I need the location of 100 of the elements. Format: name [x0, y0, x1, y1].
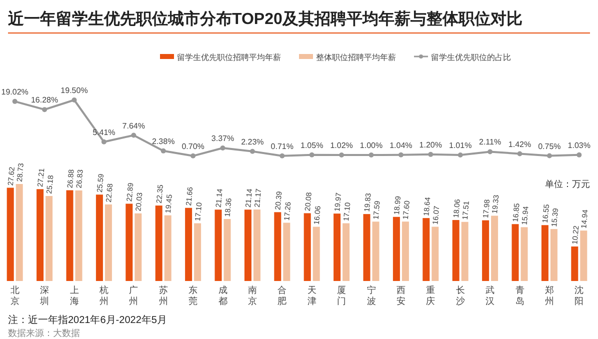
bar — [75, 190, 82, 281]
bar — [66, 190, 74, 281]
point — [458, 152, 463, 158]
x-tick-label: 长沙 — [456, 285, 465, 306]
x-tick-label: 苏州 — [158, 285, 168, 306]
source-note: 数据来源：大数据 — [8, 328, 80, 338]
point — [42, 107, 48, 112]
bar — [244, 210, 252, 281]
data-label: 19.02% — [1, 87, 28, 96]
bar — [312, 226, 320, 281]
bar — [334, 214, 341, 281]
bar — [520, 227, 528, 281]
point — [160, 148, 166, 154]
bar — [342, 223, 350, 281]
x-tick-label: 北京 — [10, 285, 20, 306]
x-tick-label: 西安 — [396, 285, 406, 306]
bar — [432, 226, 439, 281]
point — [250, 148, 255, 154]
bar — [16, 184, 23, 281]
point — [220, 145, 226, 150]
point — [398, 152, 404, 158]
bar — [194, 223, 202, 281]
data-label: 19.50% — [60, 86, 88, 95]
bar — [392, 216, 400, 281]
x-tick-label: 重庆 — [426, 285, 436, 306]
data-label: 0.75% — [538, 142, 561, 151]
data-label: 1.01% — [449, 140, 472, 150]
bar — [96, 194, 103, 281]
x-tick-label: 深圳 — [39, 285, 50, 306]
bar — [571, 246, 578, 281]
bar — [185, 208, 192, 281]
legend-label: 留学生优先职位招聘平均年薪 — [177, 53, 281, 62]
bar — [363, 214, 370, 281]
point — [131, 132, 136, 138]
data-label: 16.28% — [30, 96, 58, 105]
data-label: 5.41% — [92, 128, 116, 137]
data-label: 1.03% — [568, 140, 590, 150]
bar — [372, 222, 380, 281]
bar — [304, 213, 311, 281]
point — [72, 98, 77, 102]
x-tick-label: 天津 — [307, 285, 316, 306]
bar — [104, 204, 112, 281]
point — [309, 152, 314, 158]
x-tick-label: 郑州 — [544, 285, 554, 306]
data-label: 1.20% — [419, 140, 442, 150]
data-label: 0.71% — [270, 142, 294, 151]
bar — [422, 218, 430, 281]
point — [517, 151, 522, 156]
data-label: 7.64% — [122, 121, 145, 130]
bar — [461, 222, 468, 281]
x-tick-label: 沈阳 — [574, 285, 584, 306]
data-label: 2.11% — [479, 138, 502, 147]
point — [546, 153, 552, 158]
data-label: 1.02% — [330, 140, 353, 150]
x-tick-label: 南京 — [248, 285, 257, 306]
point — [190, 153, 196, 158]
chart-title: 近一年留学生优先职位城市分布TOP20及其招聘平均年薪与整体职位对比 — [7, 10, 522, 28]
x-tick-label: 杭州 — [98, 285, 108, 306]
point — [368, 152, 374, 158]
x-tick-label: 广州 — [129, 285, 138, 306]
bar — [214, 210, 222, 281]
data-label: 2.38% — [152, 136, 175, 146]
x-tick-label: 东莞 — [188, 285, 198, 306]
point — [428, 152, 434, 157]
bar — [155, 206, 162, 281]
data-label: 1.00% — [360, 141, 383, 150]
point — [339, 152, 344, 158]
bar — [283, 222, 290, 281]
bar — [512, 224, 519, 281]
point — [576, 152, 582, 158]
data-label: 3.37% — [211, 134, 234, 143]
bar — [134, 213, 142, 281]
bar — [482, 220, 490, 281]
point — [488, 149, 493, 154]
x-tick-label: 宁波 — [366, 285, 376, 306]
x-tick-label: 青岛 — [515, 285, 524, 306]
bar — [580, 230, 588, 281]
bar — [126, 204, 133, 281]
bar — [274, 212, 282, 281]
data-label: 0.70% — [182, 142, 204, 151]
bar — [46, 196, 53, 281]
bar — [402, 222, 409, 281]
bar — [36, 189, 44, 281]
data-label: 1.42% — [508, 140, 532, 149]
x-tick-label: 上海 — [70, 285, 79, 306]
point — [12, 98, 18, 104]
point — [101, 139, 106, 144]
x-tick-label: 合肥 — [278, 285, 287, 306]
annotation: 单位：万元 — [545, 179, 590, 189]
x-tick-label: 厦门 — [337, 285, 346, 306]
bar — [541, 225, 548, 281]
bar — [550, 229, 558, 281]
bar — [253, 210, 260, 281]
legend-label: 整体职位招聘平均年薪 — [316, 53, 396, 62]
bar — [164, 215, 172, 281]
bar — [491, 216, 498, 281]
point — [280, 153, 285, 158]
x-tick-label: 成都 — [218, 285, 228, 306]
data-label: 1.04% — [390, 140, 412, 150]
x-tick-label: 武汉 — [486, 285, 495, 306]
